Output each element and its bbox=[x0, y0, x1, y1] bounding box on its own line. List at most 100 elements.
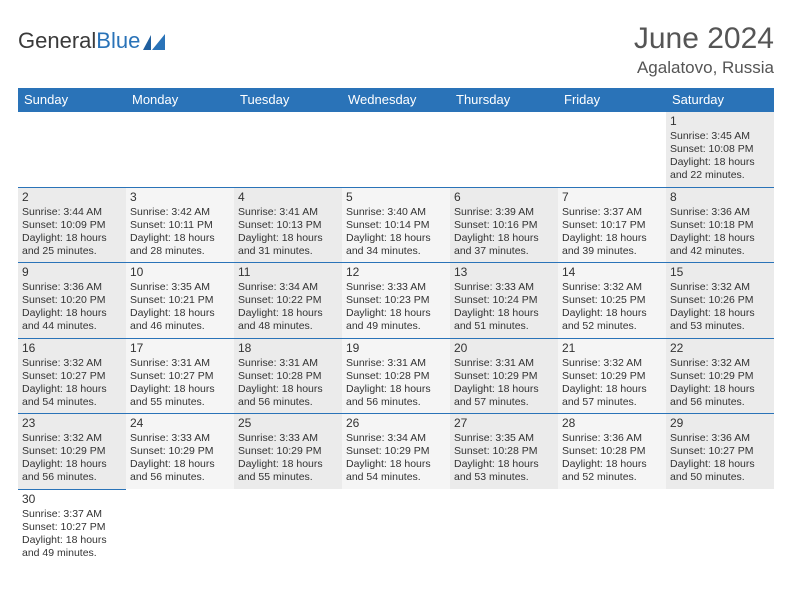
sunset-text: Sunset: 10:29 PM bbox=[670, 370, 770, 383]
empty-cell bbox=[126, 112, 234, 188]
day1-text: Daylight: 18 hours bbox=[346, 307, 446, 320]
day1-text: Daylight: 18 hours bbox=[22, 458, 122, 471]
day-number: 8 bbox=[670, 190, 770, 205]
sunset-text: Sunset: 10:18 PM bbox=[670, 219, 770, 232]
day-cell: 23Sunrise: 3:32 AMSunset: 10:29 PMDaylig… bbox=[18, 414, 126, 490]
day2-text: and 55 minutes. bbox=[238, 471, 338, 484]
day-cell: 17Sunrise: 3:31 AMSunset: 10:27 PMDaylig… bbox=[126, 338, 234, 414]
sunset-text: Sunset: 10:08 PM bbox=[670, 143, 770, 156]
week-row: 2Sunrise: 3:44 AMSunset: 10:09 PMDayligh… bbox=[18, 187, 774, 263]
day2-text: and 52 minutes. bbox=[562, 320, 662, 333]
day-number: 25 bbox=[238, 416, 338, 431]
day-cell: 20Sunrise: 3:31 AMSunset: 10:29 PMDaylig… bbox=[450, 338, 558, 414]
sunrise-text: Sunrise: 3:42 AM bbox=[130, 206, 230, 219]
empty-cell bbox=[558, 489, 666, 564]
empty-cell bbox=[450, 112, 558, 188]
sunrise-text: Sunrise: 3:32 AM bbox=[670, 357, 770, 370]
week-row: 16Sunrise: 3:32 AMSunset: 10:27 PMDaylig… bbox=[18, 338, 774, 414]
day2-text: and 44 minutes. bbox=[22, 320, 122, 333]
day1-text: Daylight: 18 hours bbox=[130, 307, 230, 320]
day1-text: Daylight: 18 hours bbox=[670, 307, 770, 320]
day1-text: Daylight: 18 hours bbox=[346, 458, 446, 471]
sunset-text: Sunset: 10:27 PM bbox=[130, 370, 230, 383]
empty-cell bbox=[342, 489, 450, 564]
day-number: 2 bbox=[22, 190, 122, 205]
sunset-text: Sunset: 10:29 PM bbox=[346, 445, 446, 458]
day-cell: 26Sunrise: 3:34 AMSunset: 10:29 PMDaylig… bbox=[342, 414, 450, 490]
day2-text: and 25 minutes. bbox=[22, 245, 122, 258]
day-number: 24 bbox=[130, 416, 230, 431]
page-header: GeneralBlue June 2024 Agalatovo, Russia bbox=[18, 22, 774, 78]
calendar-page: GeneralBlue June 2024 Agalatovo, Russia … bbox=[0, 0, 792, 564]
sunrise-text: Sunrise: 3:32 AM bbox=[22, 357, 122, 370]
sunrise-text: Sunrise: 3:41 AM bbox=[238, 206, 338, 219]
weekday-header-row: Sunday Monday Tuesday Wednesday Thursday… bbox=[18, 88, 774, 112]
empty-cell bbox=[234, 112, 342, 188]
day2-text: and 50 minutes. bbox=[670, 471, 770, 484]
day1-text: Daylight: 18 hours bbox=[562, 458, 662, 471]
day-number: 15 bbox=[670, 265, 770, 280]
day-number: 4 bbox=[238, 190, 338, 205]
day-number: 28 bbox=[562, 416, 662, 431]
day-cell: 11Sunrise: 3:34 AMSunset: 10:22 PMDaylig… bbox=[234, 263, 342, 339]
sunrise-text: Sunrise: 3:33 AM bbox=[454, 281, 554, 294]
sunset-text: Sunset: 10:29 PM bbox=[454, 370, 554, 383]
day2-text: and 52 minutes. bbox=[562, 471, 662, 484]
sunrise-text: Sunrise: 3:36 AM bbox=[562, 432, 662, 445]
day-number: 27 bbox=[454, 416, 554, 431]
week-row: 9Sunrise: 3:36 AMSunset: 10:20 PMDayligh… bbox=[18, 263, 774, 339]
calendar-table: Sunday Monday Tuesday Wednesday Thursday… bbox=[18, 88, 774, 564]
day2-text: and 31 minutes. bbox=[238, 245, 338, 258]
sunset-text: Sunset: 10:26 PM bbox=[670, 294, 770, 307]
sunset-text: Sunset: 10:17 PM bbox=[562, 219, 662, 232]
weekday-thu: Thursday bbox=[450, 88, 558, 112]
sunrise-text: Sunrise: 3:31 AM bbox=[454, 357, 554, 370]
day-number: 13 bbox=[454, 265, 554, 280]
day1-text: Daylight: 18 hours bbox=[238, 458, 338, 471]
sunrise-text: Sunrise: 3:33 AM bbox=[238, 432, 338, 445]
day2-text: and 57 minutes. bbox=[454, 396, 554, 409]
day2-text: and 49 minutes. bbox=[346, 320, 446, 333]
weekday-sun: Sunday bbox=[18, 88, 126, 112]
sunset-text: Sunset: 10:21 PM bbox=[130, 294, 230, 307]
day2-text: and 39 minutes. bbox=[562, 245, 662, 258]
day1-text: Daylight: 18 hours bbox=[454, 232, 554, 245]
sunset-text: Sunset: 10:16 PM bbox=[454, 219, 554, 232]
day-cell: 25Sunrise: 3:33 AMSunset: 10:29 PMDaylig… bbox=[234, 414, 342, 490]
day-cell: 28Sunrise: 3:36 AMSunset: 10:28 PMDaylig… bbox=[558, 414, 666, 490]
day1-text: Daylight: 18 hours bbox=[130, 383, 230, 396]
day-cell: 12Sunrise: 3:33 AMSunset: 10:23 PMDaylig… bbox=[342, 263, 450, 339]
sunset-text: Sunset: 10:22 PM bbox=[238, 294, 338, 307]
day-cell: 16Sunrise: 3:32 AMSunset: 10:27 PMDaylig… bbox=[18, 338, 126, 414]
day-number: 10 bbox=[130, 265, 230, 280]
day2-text: and 57 minutes. bbox=[562, 396, 662, 409]
day-number: 5 bbox=[346, 190, 446, 205]
day1-text: Daylight: 18 hours bbox=[22, 307, 122, 320]
sunrise-text: Sunrise: 3:31 AM bbox=[238, 357, 338, 370]
weekday-mon: Monday bbox=[126, 88, 234, 112]
month-title: June 2024 bbox=[634, 22, 774, 56]
day-number: 7 bbox=[562, 190, 662, 205]
empty-cell bbox=[558, 112, 666, 188]
day-number: 17 bbox=[130, 341, 230, 356]
brand-part1: General bbox=[18, 28, 96, 54]
sunrise-text: Sunrise: 3:36 AM bbox=[670, 206, 770, 219]
day2-text: and 46 minutes. bbox=[130, 320, 230, 333]
weekday-fri: Friday bbox=[558, 88, 666, 112]
day-cell: 4Sunrise: 3:41 AMSunset: 10:13 PMDayligh… bbox=[234, 187, 342, 263]
sunrise-text: Sunrise: 3:37 AM bbox=[562, 206, 662, 219]
location-label: Agalatovo, Russia bbox=[634, 58, 774, 78]
sunrise-text: Sunrise: 3:32 AM bbox=[22, 432, 122, 445]
day1-text: Daylight: 18 hours bbox=[670, 458, 770, 471]
sunset-text: Sunset: 10:23 PM bbox=[346, 294, 446, 307]
sunset-text: Sunset: 10:28 PM bbox=[454, 445, 554, 458]
empty-cell bbox=[234, 489, 342, 564]
day-cell: 10Sunrise: 3:35 AMSunset: 10:21 PMDaylig… bbox=[126, 263, 234, 339]
day1-text: Daylight: 18 hours bbox=[454, 307, 554, 320]
day-cell: 13Sunrise: 3:33 AMSunset: 10:24 PMDaylig… bbox=[450, 263, 558, 339]
sunset-text: Sunset: 10:27 PM bbox=[670, 445, 770, 458]
sunrise-text: Sunrise: 3:31 AM bbox=[130, 357, 230, 370]
calendar-body: 1Sunrise: 3:45 AMSunset: 10:08 PMDayligh… bbox=[18, 112, 774, 565]
sunset-text: Sunset: 10:29 PM bbox=[22, 445, 122, 458]
day1-text: Daylight: 18 hours bbox=[562, 232, 662, 245]
